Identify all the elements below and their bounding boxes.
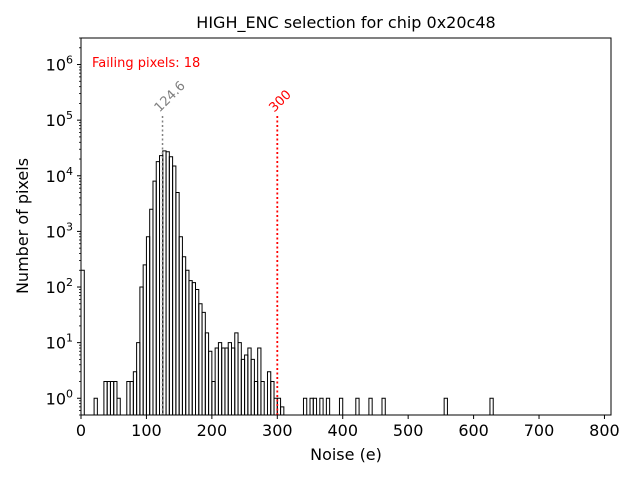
histogram-bin-59 xyxy=(338,397,344,415)
y-axis: 100 101 102 103 104 105 106 xyxy=(46,37,81,416)
failing-pixels-annotation: Failing pixels: 18 xyxy=(92,56,200,71)
x-tick-label-5: 500 xyxy=(393,421,424,440)
histogram-bin-56 xyxy=(312,397,318,415)
y-tick-label-3: 103 xyxy=(46,220,73,241)
y-tick-label-5: 105 xyxy=(46,109,73,130)
x-tick-label-8: 800 xyxy=(589,421,620,440)
y-tick-label-4: 104 xyxy=(46,165,73,186)
y-tick-label-0: 100 xyxy=(46,387,73,408)
x-axis-label: Noise (e) xyxy=(310,445,382,464)
histogram-bin-53 xyxy=(280,406,285,415)
x-tick-label-0: 0 xyxy=(76,421,86,440)
x-tick-label-2: 200 xyxy=(197,421,228,440)
histogram-bin-60 xyxy=(355,397,360,415)
histogram-bin-63 xyxy=(443,397,448,415)
x-tick-label-3: 300 xyxy=(262,421,293,440)
histogram-bin-1 xyxy=(93,397,98,415)
histogram-bin-62 xyxy=(381,397,386,415)
y-axis-label: Number of pixels xyxy=(13,158,32,294)
x-tick-label-6: 600 xyxy=(458,421,489,440)
histogram-bin-58 xyxy=(325,397,331,415)
histogram-bin-48 xyxy=(260,381,265,415)
y-tick-label-1: 101 xyxy=(46,332,73,353)
x-tick-label-7: 700 xyxy=(524,421,555,440)
histogram-bin-54 xyxy=(302,397,308,415)
plot-area: 124.6 300 Failing pixels: 18 xyxy=(80,37,612,416)
y-tick-label-6: 106 xyxy=(46,54,73,75)
histogram-layer xyxy=(80,150,494,415)
histogram-bin-57 xyxy=(319,397,324,415)
x-tick-label-4: 400 xyxy=(327,421,358,440)
histogram-bin-6 xyxy=(116,397,121,415)
chart-title: HIGH_ENC selection for chip 0x20c48 xyxy=(196,13,495,33)
histogram-bin-64 xyxy=(489,397,494,415)
x-tick-label-1: 100 xyxy=(131,421,162,440)
histogram-bin-61 xyxy=(368,397,373,415)
x-axis: 0 100 200 300 400 500 600 700 800 xyxy=(76,415,620,440)
plot-background xyxy=(81,38,611,415)
plot-frame xyxy=(80,37,612,416)
y-tick-label-2: 102 xyxy=(46,276,73,297)
